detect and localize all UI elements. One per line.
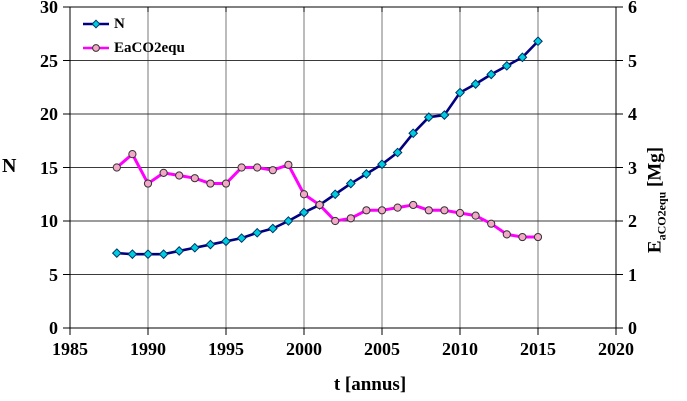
y-left-tick-label: 20	[40, 104, 58, 124]
n-marker	[470, 79, 481, 89]
eaco2equ-marker	[518, 232, 527, 242]
n-marker	[299, 207, 309, 218]
n-marker	[455, 87, 465, 98]
n-marker	[501, 60, 512, 71]
y-left-tick-label: 10	[40, 211, 58, 231]
y-right-tick-label: 6	[628, 0, 637, 17]
y-right-tick-label: 1	[628, 264, 637, 285]
n-marker	[221, 236, 231, 247]
x-tick-label: 2020	[598, 339, 634, 359]
legend-marker-icon	[91, 19, 101, 29]
n-marker	[111, 248, 122, 259]
eaco2equ-marker	[221, 179, 231, 188]
eaco2equ-marker	[362, 206, 371, 215]
n-marker	[236, 233, 247, 244]
y-right-tick-label: 0	[628, 318, 637, 338]
n-marker	[174, 246, 185, 256]
legend-marker-icon	[92, 44, 100, 52]
eaco2equ-series-line	[115, 152, 540, 239]
legend-item-eaco2equ: EaCO2equ	[83, 36, 185, 60]
n-marker	[189, 242, 200, 253]
n-marker	[205, 239, 216, 250]
y-left-tick-label: 15	[40, 157, 58, 178]
y-right-tick-label: 5	[628, 50, 637, 71]
eaco2equ-marker	[112, 163, 121, 172]
eaco2equ-marker	[206, 179, 215, 188]
eaco2equ-marker	[190, 174, 199, 183]
eaco2equ-marker	[471, 211, 480, 220]
n-marker	[252, 227, 263, 238]
n-marker	[330, 189, 341, 200]
y-right-axis-title-main: E	[644, 240, 666, 254]
eaco2equ-marker	[128, 150, 137, 159]
y-right-tick-label: 2	[628, 211, 637, 231]
y-left-axis-title: N	[2, 155, 17, 177]
eaco2equ-marker	[284, 160, 293, 169]
eaco2equ-marker	[487, 219, 496, 228]
eaco2equ-marker	[159, 168, 168, 177]
n-marker	[345, 178, 356, 189]
x-tick-label: 1995	[208, 339, 244, 359]
y-left-tick-label: 25	[40, 50, 58, 71]
n-marker	[377, 159, 387, 170]
n-marker	[283, 216, 294, 226]
x-tick-label: 1990	[130, 339, 166, 359]
y-right-tick-label: 4	[628, 104, 637, 124]
legend: N EaCO2equ	[83, 12, 185, 60]
eaco2equ-marker	[346, 214, 355, 223]
eaco2equ-marker	[502, 230, 511, 239]
n-series-line	[115, 39, 540, 256]
eaco2equ-marker	[424, 206, 433, 215]
n-marker	[517, 52, 528, 63]
y-left-tick-label: 5	[49, 264, 58, 285]
eaco2equ-marker	[175, 171, 184, 180]
eaco2equ-marker	[253, 163, 262, 172]
n-marker	[158, 249, 169, 260]
n-marker	[408, 128, 419, 139]
legend-label-n: N	[114, 15, 125, 32]
n-marker	[143, 249, 153, 260]
n-marker	[439, 110, 450, 120]
y-left-tick-label: 30	[40, 0, 58, 17]
eaco2equ-series-swatch-icon	[83, 44, 109, 52]
eaco2equ-marker	[533, 232, 543, 242]
eaco2equ-marker	[440, 206, 449, 215]
legend-label-eaco2equ: EaCO2equ	[114, 39, 185, 56]
n-marker	[533, 36, 543, 47]
n-series-swatch-icon	[83, 19, 109, 29]
x-tick-label: 2000	[286, 339, 322, 359]
y-right-tick-label: 3	[628, 157, 637, 178]
n-marker	[127, 249, 138, 260]
n-marker	[267, 223, 278, 234]
x-tick-label: 2005	[364, 339, 400, 359]
x-tick-label: 2010	[442, 339, 478, 359]
eaco2equ-marker	[455, 208, 465, 218]
eaco2equ-marker	[393, 203, 402, 212]
eaco2equ-marker	[331, 216, 340, 226]
eaco2equ-marker	[377, 206, 387, 215]
x-tick-label: 2015	[520, 339, 556, 359]
eaco2equ-marker	[299, 190, 309, 199]
x-axis-title: t [annus]	[333, 374, 407, 395]
x-tick-label: 1985	[52, 339, 88, 359]
eaco2equ-marker	[409, 200, 418, 210]
eaco2equ-marker	[268, 166, 277, 175]
y-left-tick-label: 0	[49, 318, 58, 338]
n-marker	[392, 147, 403, 158]
n-marker	[361, 169, 372, 179]
n-marker	[486, 69, 497, 80]
eaco2equ-marker	[237, 163, 246, 172]
eaco2equ-marker	[143, 179, 153, 188]
legend-item-n: N	[83, 12, 185, 36]
eaco2equ-marker	[315, 200, 324, 210]
n-marker	[423, 112, 434, 123]
